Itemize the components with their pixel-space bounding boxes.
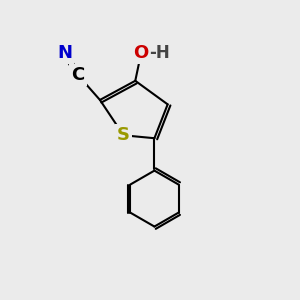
Text: N: N [57, 44, 72, 62]
Text: C: C [71, 66, 85, 84]
Text: -H: -H [149, 44, 170, 62]
Text: O: O [134, 44, 149, 62]
Text: S: S [117, 126, 130, 144]
